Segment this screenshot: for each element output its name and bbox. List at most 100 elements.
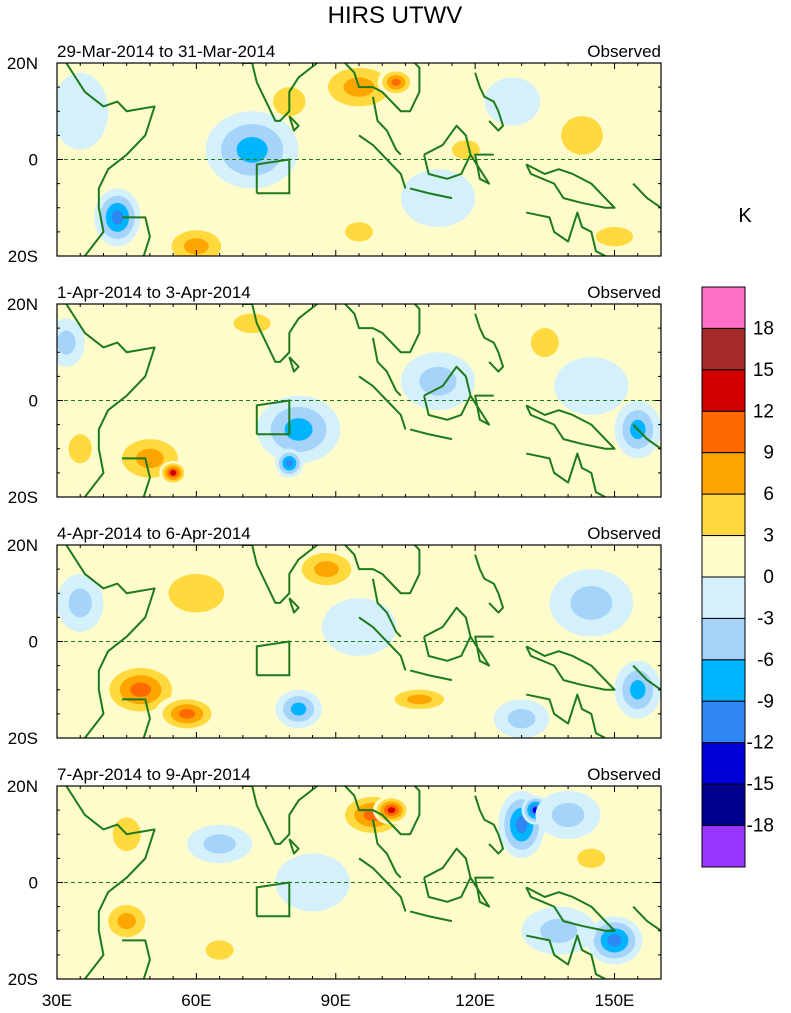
colorbar-swatch bbox=[701, 493, 746, 537]
contour-level bbox=[540, 918, 578, 943]
anomaly-feature bbox=[549, 569, 634, 637]
colorbar-tick-label: 0 bbox=[763, 567, 774, 588]
y-tick-label: 20S bbox=[8, 247, 38, 266]
coastline bbox=[240, 545, 319, 604]
region-box bbox=[255, 640, 291, 677]
contour-level bbox=[285, 459, 293, 467]
coastline bbox=[526, 693, 606, 738]
coastline bbox=[122, 698, 151, 738]
anomaly-feature bbox=[187, 824, 253, 864]
coastline bbox=[65, 786, 156, 979]
anomaly-feature bbox=[321, 598, 397, 656]
colorbar-tick-label: 15 bbox=[753, 360, 774, 381]
coastline bbox=[122, 939, 151, 979]
colorbar-swatch bbox=[701, 617, 746, 661]
anomaly-feature bbox=[493, 699, 550, 738]
colorbar-tick-label: 3 bbox=[763, 526, 774, 547]
coastline bbox=[525, 163, 616, 209]
coastline bbox=[371, 819, 402, 879]
contour-level bbox=[400, 169, 476, 228]
contour-level bbox=[57, 72, 109, 150]
contour-level bbox=[236, 136, 268, 163]
anomaly-feature bbox=[382, 684, 457, 714]
anomaly-feature bbox=[442, 578, 490, 628]
colorbar-tick-label: -3 bbox=[757, 608, 774, 629]
anomaly-feature bbox=[535, 790, 601, 840]
coastline bbox=[632, 664, 661, 691]
colorbar-tick-label: -15 bbox=[747, 774, 774, 795]
contour-level bbox=[130, 682, 152, 697]
coastline bbox=[65, 304, 156, 497]
anomaly-feature bbox=[140, 554, 253, 632]
contour-level bbox=[451, 140, 480, 160]
contour-level bbox=[68, 588, 92, 618]
contour-level bbox=[203, 834, 236, 854]
anomaly-feature bbox=[57, 573, 104, 632]
anomaly-feature bbox=[57, 72, 109, 150]
anomaly-feature bbox=[256, 395, 341, 464]
coastline bbox=[65, 63, 156, 256]
region-box bbox=[255, 881, 291, 918]
colorbar-swatch bbox=[701, 742, 746, 785]
colorbar-swatch bbox=[701, 535, 746, 578]
contour-level bbox=[515, 816, 528, 834]
contour-level bbox=[595, 227, 634, 247]
y-tick-label: 0 bbox=[29, 633, 38, 652]
contour-level bbox=[391, 78, 401, 86]
coastline bbox=[371, 337, 402, 397]
contour-level bbox=[178, 709, 196, 719]
colorbar-swatch bbox=[701, 783, 746, 827]
coastline bbox=[469, 876, 494, 908]
map-panel-1: 20N 0 20S 29-Mar-2014 to 31-Mar-2014 Observe… bbox=[7, 42, 662, 266]
coastline bbox=[474, 313, 505, 373]
anomaly-feature bbox=[372, 795, 411, 825]
y-tick-label: 20N bbox=[7, 54, 38, 73]
coastline bbox=[343, 786, 421, 836]
contour-level bbox=[170, 469, 177, 476]
contour-level bbox=[551, 802, 585, 828]
anomaly-feature bbox=[214, 304, 290, 343]
coastline bbox=[343, 63, 421, 113]
contour-level bbox=[284, 418, 313, 441]
coastline bbox=[469, 635, 494, 667]
coastline bbox=[240, 304, 319, 363]
contour-level bbox=[387, 807, 396, 814]
colorbar-tick-label: -6 bbox=[757, 650, 774, 671]
colorbar-swatch bbox=[701, 825, 746, 868]
contour-level bbox=[233, 313, 271, 333]
colorbar-swatch bbox=[701, 286, 746, 329]
coastline bbox=[525, 645, 616, 691]
contour-level bbox=[419, 366, 457, 396]
coastline bbox=[525, 886, 616, 932]
coastline bbox=[409, 187, 453, 200]
colorbar-tick-label: -9 bbox=[757, 691, 774, 712]
coastline bbox=[632, 423, 661, 450]
colorbar-tick-label: 9 bbox=[763, 443, 774, 464]
anomaly-feature bbox=[331, 212, 387, 252]
panel-period: 7-Apr-2014 to 9-Apr-2014 bbox=[57, 765, 251, 784]
region-box bbox=[255, 399, 291, 436]
coastline bbox=[288, 597, 300, 614]
contour-level bbox=[68, 434, 92, 464]
y-tick-label: 20S bbox=[8, 729, 38, 748]
region-box bbox=[255, 158, 291, 195]
colorbar-tick-label: 12 bbox=[753, 401, 774, 422]
anomaly-feature bbox=[521, 906, 596, 955]
contour-level bbox=[314, 561, 339, 578]
contour-level bbox=[570, 586, 613, 620]
figure-title: HIRS UTWV bbox=[328, 2, 463, 29]
colorbar: 18 15 12 9 6 3 0 -3 -6 -9 -12 -15 -18 bbox=[701, 286, 774, 868]
x-tick-label: 150E bbox=[595, 991, 635, 1010]
anomaly-feature bbox=[275, 689, 322, 729]
contour-level bbox=[561, 116, 603, 155]
contour-level bbox=[205, 940, 234, 960]
colorbar-swatch bbox=[701, 659, 746, 702]
anomaly-feature bbox=[554, 357, 629, 415]
anomaly-feature bbox=[98, 896, 155, 946]
x-tick-label: 30E bbox=[42, 991, 72, 1010]
coastline bbox=[288, 115, 300, 132]
y-tick-label: 20S bbox=[8, 488, 38, 507]
coastline bbox=[526, 211, 606, 256]
x-tick-label: 60E bbox=[181, 991, 211, 1010]
